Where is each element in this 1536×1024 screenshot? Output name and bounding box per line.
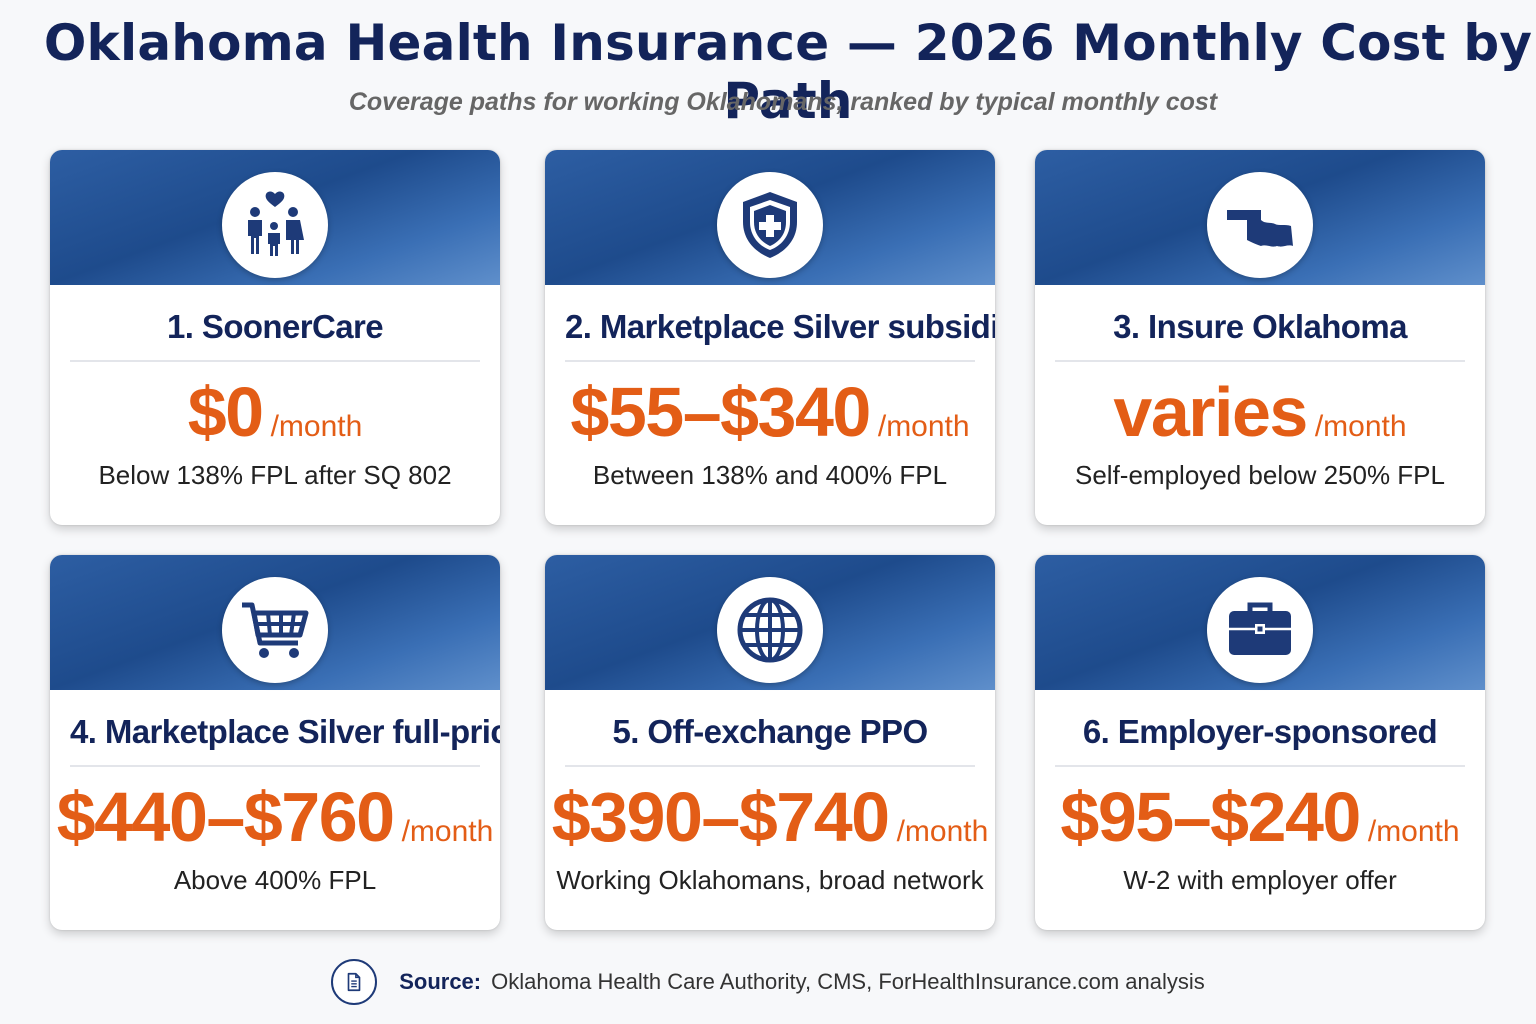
- card-description: Working Oklahomans, broad network: [556, 865, 984, 895]
- price-value: $0: [187, 373, 264, 451]
- card-description: Between 138% and 400% FPL: [592, 460, 948, 490]
- price-unit: /month: [270, 410, 363, 443]
- card-title: 1. SoonerCare: [167, 308, 384, 345]
- globe-icon: [717, 577, 823, 683]
- source-text: Oklahoma Health Care Authority, CMS, For…: [491, 969, 1205, 994]
- oklahoma-map-icon: [1207, 172, 1313, 278]
- card-title: 4. Marketplace Silver full-price: [70, 713, 500, 750]
- price-unit: /month: [401, 815, 494, 848]
- card-header: [1035, 555, 1485, 690]
- card-header: [1035, 150, 1485, 285]
- card-description: Above 400% FPL: [173, 865, 377, 895]
- price-value: $440–$760: [56, 778, 395, 856]
- page-subtitle: Coverage paths for working Oklahomans, r…: [348, 88, 1218, 116]
- source-footer: Source: Oklahoma Health Care Authority, …: [0, 958, 1536, 1006]
- card-header: [50, 150, 500, 285]
- price-value: $390–$740: [551, 778, 890, 856]
- price-row: $95–$240/month: [1035, 777, 1485, 857]
- divider: [1055, 765, 1465, 767]
- card-title: 2. Marketplace Silver subsidized: [565, 308, 995, 345]
- card-header: [545, 555, 995, 690]
- card-off-exchange-ppo: 5. Off-exchange PPO $390–$740/month Work…: [545, 555, 995, 930]
- divider: [565, 765, 975, 767]
- price-unit: /month: [1367, 815, 1460, 848]
- source-label: Source:: [399, 969, 482, 994]
- price-unit: /month: [877, 410, 970, 443]
- divider: [70, 765, 480, 767]
- briefcase-icon: [1207, 577, 1313, 683]
- card-description: Below 138% FPL after SQ 802: [98, 460, 452, 490]
- price-row: varies/month: [1035, 372, 1485, 452]
- card-insure-oklahoma: 3. Insure Oklahoma varies/month Self-emp…: [1035, 150, 1485, 525]
- price-unit: /month: [896, 815, 989, 848]
- card-description: Self-employed below 250% FPL: [1075, 460, 1445, 490]
- card-header: [50, 555, 500, 690]
- card-employer-sponsored: 6. Employer-sponsored $95–$240/month W-2…: [1035, 555, 1485, 930]
- divider: [1055, 360, 1465, 362]
- card-marketplace-subsidized: 2. Marketplace Silver subsidized $55–$34…: [545, 150, 995, 525]
- price-row: $440–$760/month: [50, 777, 500, 857]
- card-title: 5. Off-exchange PPO: [612, 713, 928, 750]
- family-heart-icon: [222, 172, 328, 278]
- card-marketplace-full-price: 4. Marketplace Silver full-price $440–$7…: [50, 555, 500, 930]
- price-value: $95–$240: [1060, 778, 1361, 856]
- shopping-cart-icon: [222, 577, 328, 683]
- document-icon: [331, 959, 378, 1005]
- divider: [565, 360, 975, 362]
- price-row: $0/month: [50, 372, 500, 452]
- page-title: Oklahoma Health Insurance — 2026 Monthly…: [43, 14, 1533, 130]
- price-unit: /month: [1314, 410, 1407, 443]
- card-header: [545, 150, 995, 285]
- shield-plus-icon: [717, 172, 823, 278]
- divider: [70, 360, 480, 362]
- card-soonercare: 1. SoonerCare $0/month Below 138% FPL af…: [50, 150, 500, 525]
- card-title: 6. Employer-sponsored: [1082, 713, 1438, 750]
- card-title: 3. Insure Oklahoma: [1113, 308, 1407, 345]
- price-row: $390–$740/month: [545, 777, 995, 857]
- price-row: $55–$340/month: [545, 372, 995, 452]
- price-value: varies: [1113, 373, 1308, 451]
- card-description: W-2 with employer offer: [1123, 865, 1397, 895]
- price-value: $55–$340: [570, 373, 871, 451]
